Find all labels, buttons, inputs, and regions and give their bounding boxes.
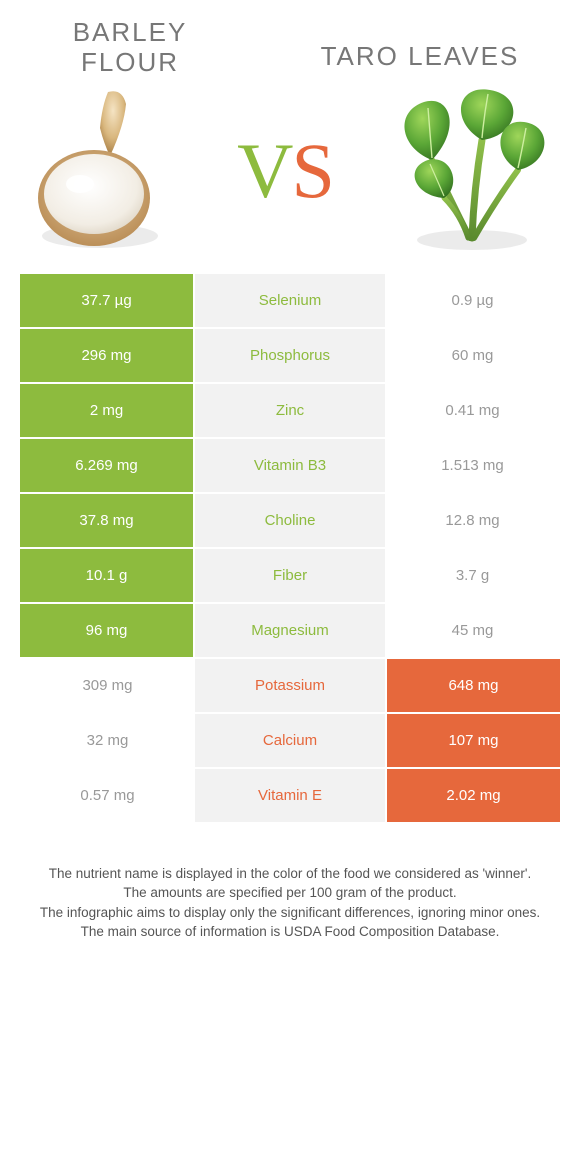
- nutrient-name-cell: Choline: [195, 494, 385, 547]
- nutrient-name-cell: Vitamin B3: [195, 439, 385, 492]
- right-value-cell: 0.9 µg: [385, 274, 560, 327]
- nutrient-name-cell: Vitamin E: [195, 769, 385, 822]
- left-value-cell: 309 mg: [20, 659, 195, 712]
- header: Barley flour Taro leaves: [0, 0, 580, 78]
- left-value-cell: 32 mg: [20, 714, 195, 767]
- left-value-cell: 2 mg: [20, 384, 195, 437]
- vs-s: S: [291, 127, 332, 214]
- left-value-cell: 6.269 mg: [20, 439, 195, 492]
- right-value-cell: 2.02 mg: [385, 769, 560, 822]
- barley-flour-image: [30, 86, 180, 256]
- table-row: 6.269 mgVitamin B31.513 mg: [20, 439, 560, 494]
- table-row: 32 mgCalcium107 mg: [20, 714, 560, 769]
- left-value-cell: 296 mg: [20, 329, 195, 382]
- right-value-cell: 3.7 g: [385, 549, 560, 602]
- table-row: 37.8 mgCholine12.8 mg: [20, 494, 560, 549]
- footer-notes: The nutrient name is displayed in the co…: [30, 864, 550, 942]
- table-row: 96 mgMagnesium45 mg: [20, 604, 560, 659]
- vs-v: V: [237, 127, 291, 214]
- left-food-title: Barley flour: [30, 18, 230, 78]
- left-value-cell: 10.1 g: [20, 549, 195, 602]
- nutrient-table: 37.7 µgSelenium0.9 µg296 mgPhosphorus60 …: [20, 274, 560, 824]
- table-row: 0.57 mgVitamin E2.02 mg: [20, 769, 560, 824]
- left-value-cell: 0.57 mg: [20, 769, 195, 822]
- right-value-cell: 1.513 mg: [385, 439, 560, 492]
- right-value-cell: 45 mg: [385, 604, 560, 657]
- right-value-cell: 0.41 mg: [385, 384, 560, 437]
- footer-line: The infographic aims to display only the…: [30, 903, 550, 923]
- taro-leaves-image: [390, 88, 550, 253]
- table-row: 2 mgZinc0.41 mg: [20, 384, 560, 439]
- left-value-cell: 37.8 mg: [20, 494, 195, 547]
- table-row: 309 mgPotassium648 mg: [20, 659, 560, 714]
- footer-line: The main source of information is USDA F…: [30, 922, 550, 942]
- right-value-cell: 648 mg: [385, 659, 560, 712]
- nutrient-name-cell: Selenium: [195, 274, 385, 327]
- vs-label: VS: [237, 126, 333, 216]
- footer-line: The nutrient name is displayed in the co…: [30, 864, 550, 884]
- left-value-cell: 96 mg: [20, 604, 195, 657]
- left-value-cell: 37.7 µg: [20, 274, 195, 327]
- right-food-title: Taro leaves: [290, 42, 550, 72]
- nutrient-name-cell: Calcium: [195, 714, 385, 767]
- nutrient-name-cell: Potassium: [195, 659, 385, 712]
- nutrient-name-cell: Zinc: [195, 384, 385, 437]
- table-row: 10.1 gFiber3.7 g: [20, 549, 560, 604]
- table-row: 37.7 µgSelenium0.9 µg: [20, 274, 560, 329]
- right-value-cell: 107 mg: [385, 714, 560, 767]
- hero-row: VS: [0, 78, 580, 274]
- table-row: 296 mgPhosphorus60 mg: [20, 329, 560, 384]
- nutrient-name-cell: Magnesium: [195, 604, 385, 657]
- nutrient-name-cell: Fiber: [195, 549, 385, 602]
- footer-line: The amounts are specified per 100 gram o…: [30, 883, 550, 903]
- right-value-cell: 60 mg: [385, 329, 560, 382]
- nutrient-name-cell: Phosphorus: [195, 329, 385, 382]
- right-value-cell: 12.8 mg: [385, 494, 560, 547]
